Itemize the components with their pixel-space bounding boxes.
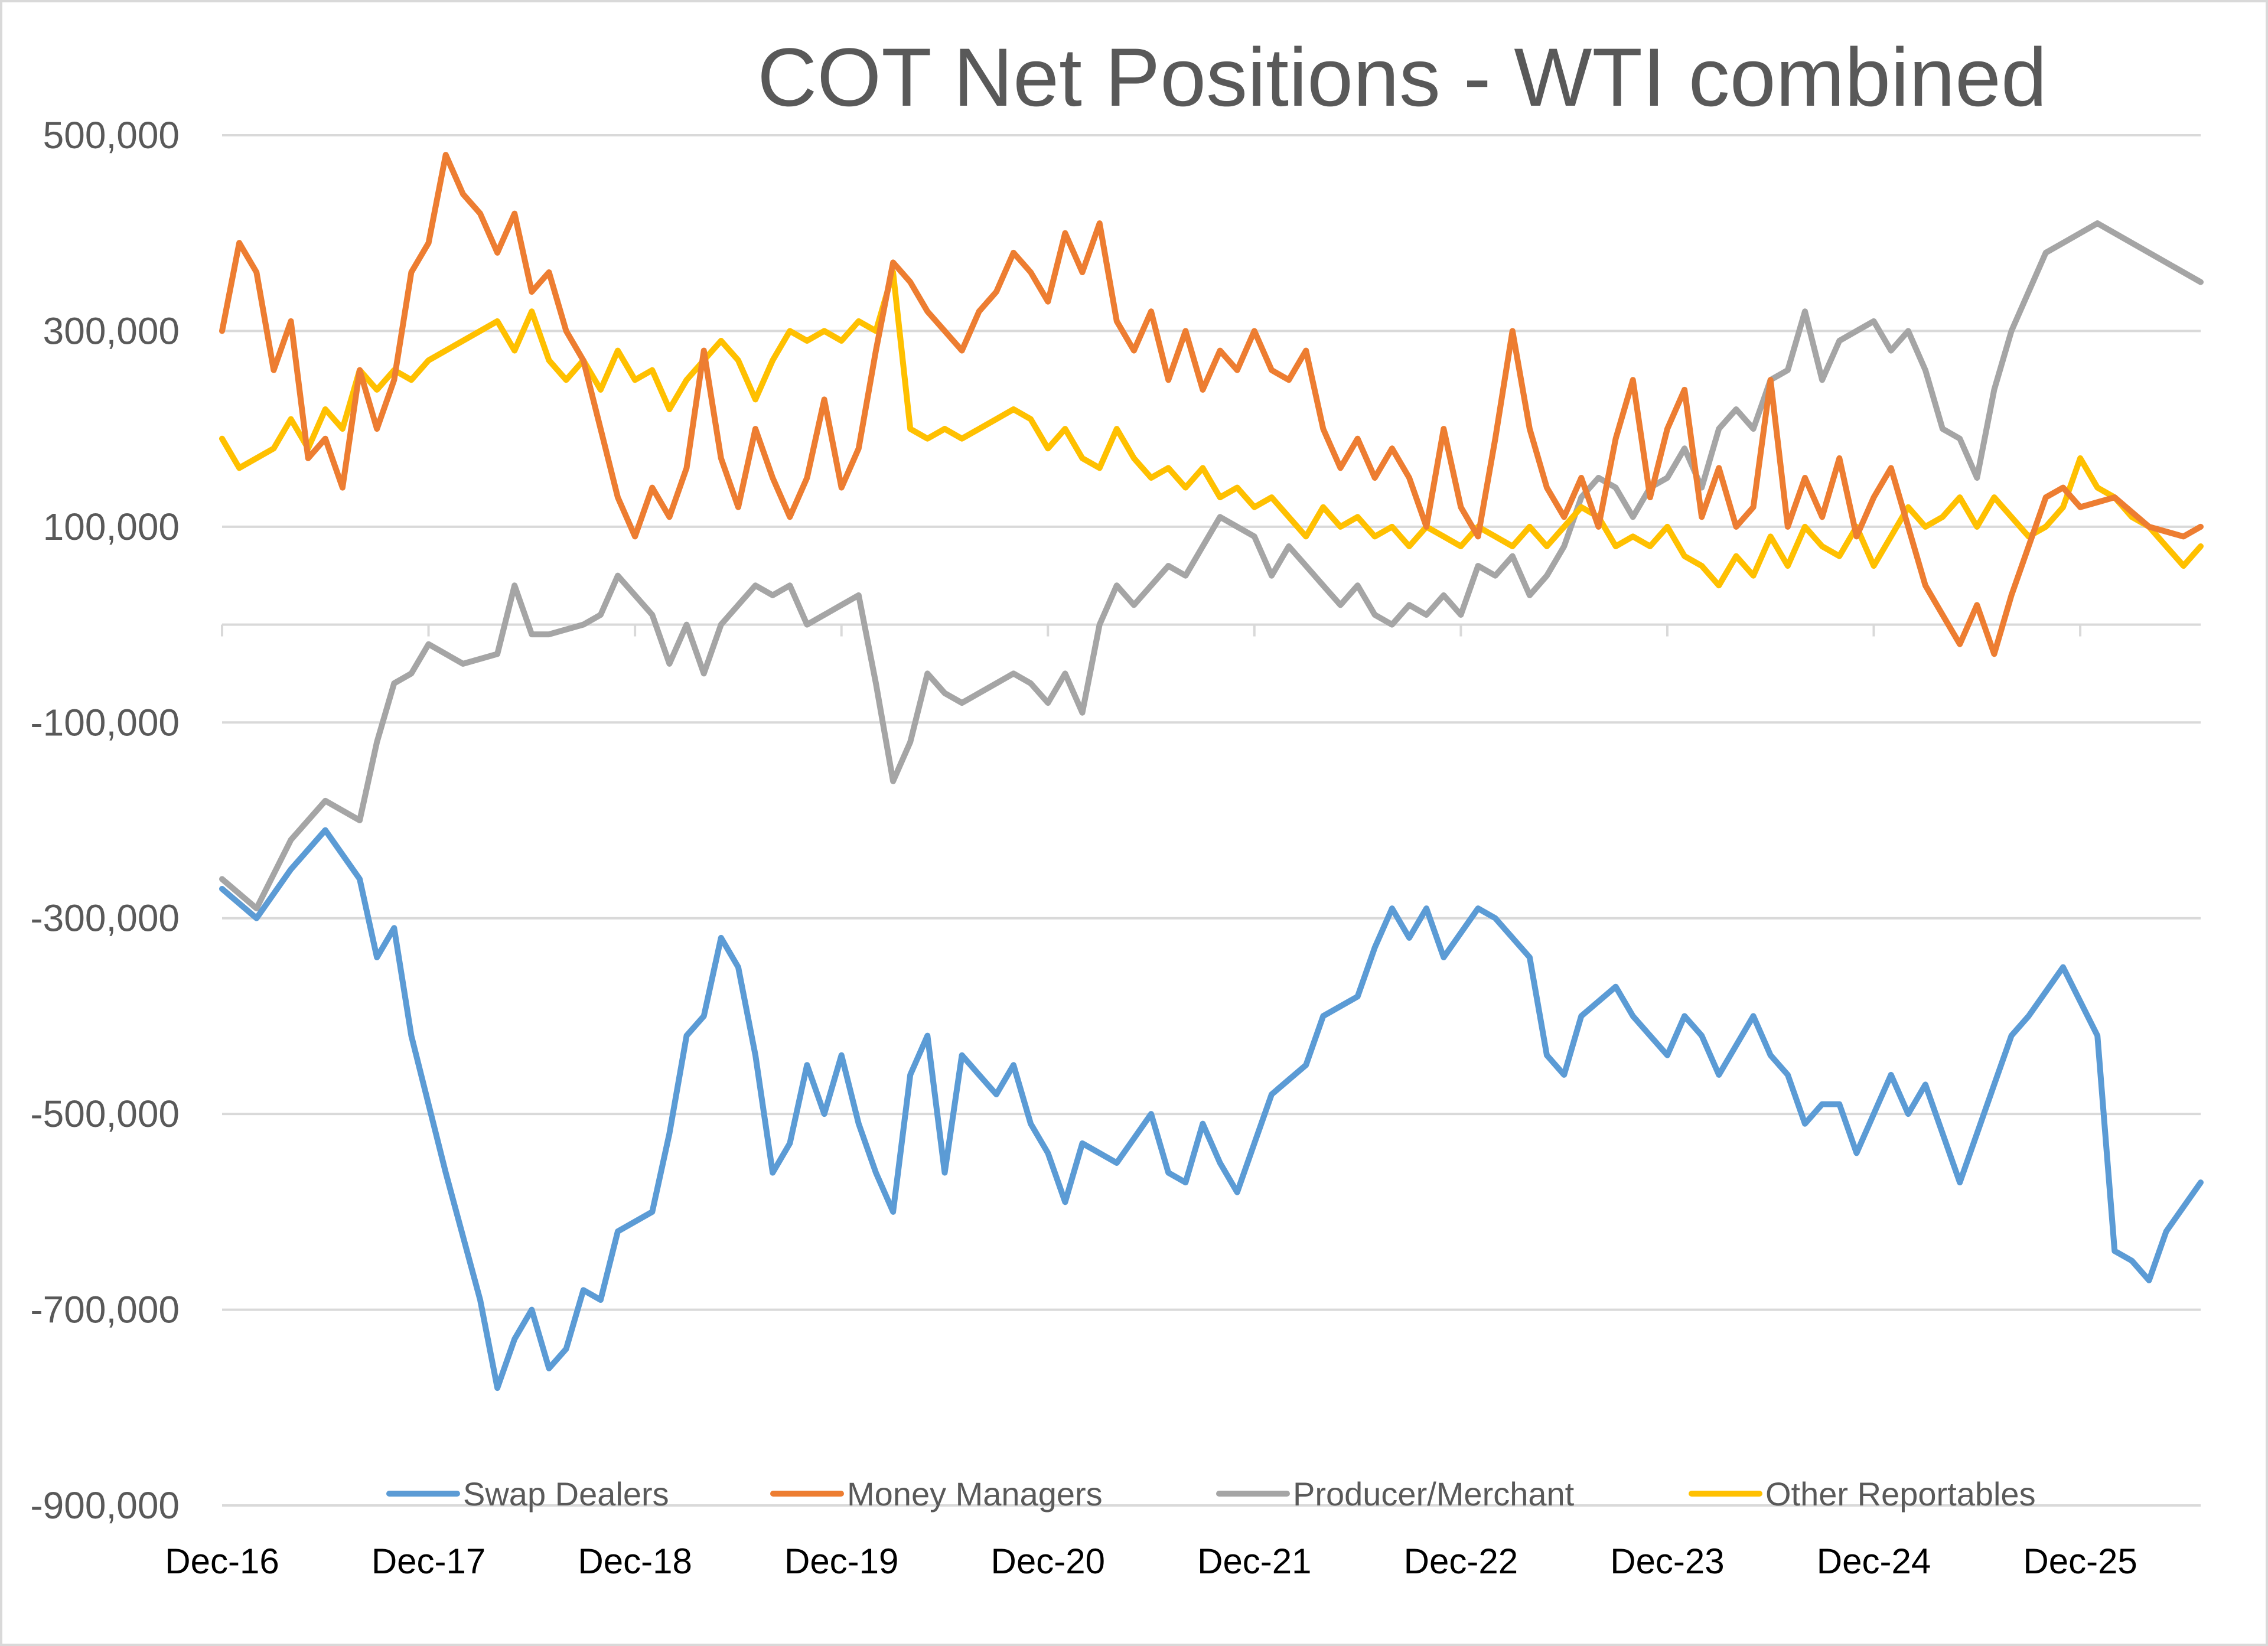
x-tick-label: Dec-17 [372, 1541, 485, 1581]
y-tick-label: -100,000 [30, 701, 180, 744]
legend: Swap Dealers Money Managers Producer/Merch… [386, 1475, 2036, 1513]
y-tick-label: -500,000 [30, 1093, 180, 1135]
x-tick-label: Dec-23 [1610, 1541, 1724, 1581]
gridlines [221, 134, 2201, 1507]
y-tick-label: 100,000 [43, 506, 180, 548]
legend-label: Producer/Merchant [1293, 1475, 1575, 1513]
x-tick-label: Dec-19 [784, 1541, 898, 1581]
legend-label: Swap Dealers [463, 1475, 669, 1513]
x-tick-label: Dec-20 [991, 1541, 1105, 1581]
y-tick-label: 300,000 [43, 309, 180, 352]
y-tick-label: -700,000 [30, 1289, 180, 1331]
series-line-money-managers [219, 152, 2204, 657]
y-tick-label: -900,000 [30, 1484, 180, 1527]
x-tick-label: Dec-21 [1197, 1541, 1311, 1581]
series-line-other-reportables [219, 269, 2204, 589]
series-line-swap-dealers [219, 827, 2204, 1391]
y-tick-label: -300,000 [30, 897, 180, 940]
x-tick-label: Dec-22 [1404, 1541, 1518, 1581]
y-tick-label: 500,000 [43, 114, 180, 157]
x-tick-label: Dec-16 [165, 1541, 279, 1581]
series-lines [219, 152, 2204, 1391]
y-axis-tick-labels: 500,000 300,000 100,000 -100,000 -300,000 -50… [30, 114, 180, 1527]
x-axis-tick-labels: Dec-16 Dec-17 Dec-18 Dec-19 Dec-20 Dec-21 Dec-… [165, 1541, 2137, 1581]
x-tick-label: Dec-18 [578, 1541, 692, 1581]
legend-label: Other Reportables [1765, 1475, 2036, 1513]
series-line-producer-merchant [219, 220, 2204, 912]
x-tick-label: Dec-24 [1817, 1541, 1931, 1581]
x-tick-label: Dec-25 [2023, 1541, 2137, 1581]
chart-title: COT Net Positions - WTI combined [757, 31, 2047, 123]
legend-label: Money Managers [847, 1475, 1103, 1513]
